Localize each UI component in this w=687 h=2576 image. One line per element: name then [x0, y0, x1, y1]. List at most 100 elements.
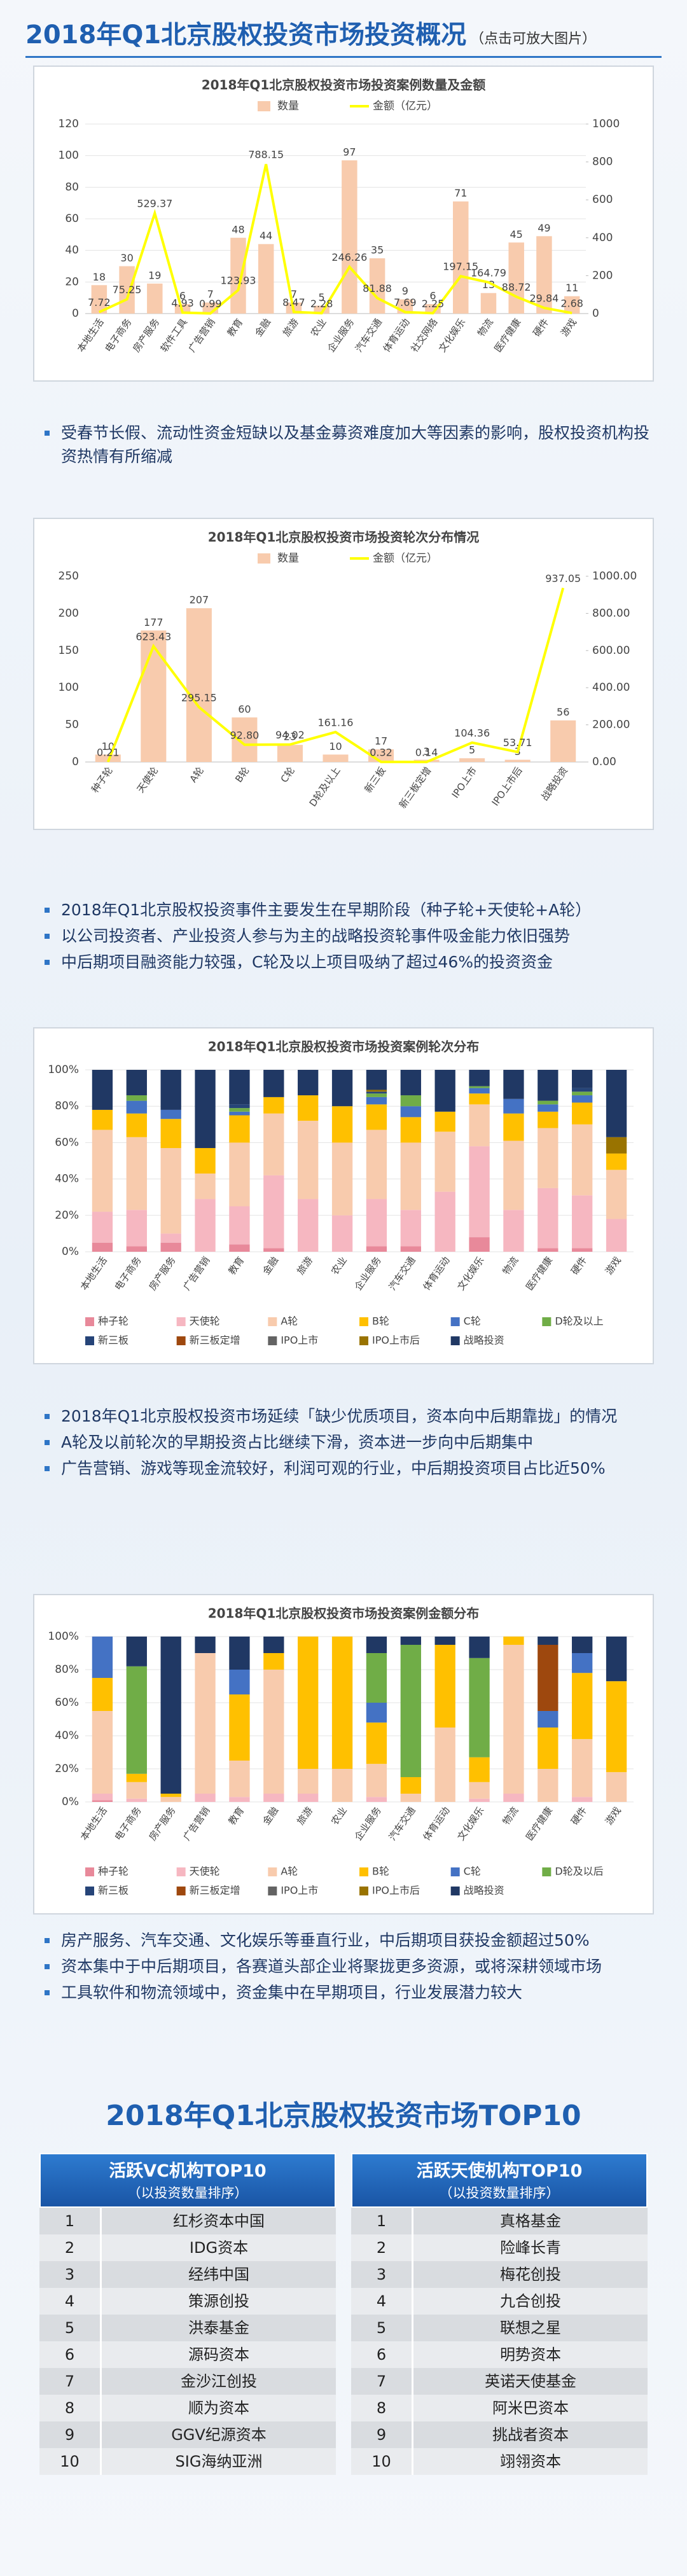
legend-label: 种子轮	[98, 1315, 128, 1327]
y-tick-label: 120	[59, 118, 79, 130]
x-tick-label: 游戏	[603, 1805, 623, 1827]
table-row: 10 SIG海纳亚洲	[39, 2448, 336, 2475]
legend-label: 战略投资	[464, 1885, 504, 1897]
chart: 2018年Q1北京股权投资市场投资轮次分布情况 0 50 100 150 200 250 0.…	[59, 530, 637, 811]
line-value-label: 937.05	[545, 572, 581, 585]
x-tick-label: 物流	[475, 317, 496, 339]
bar-segment	[572, 1070, 593, 1088]
y-tick-label: 60%	[55, 1136, 79, 1149]
bar-segment	[400, 1637, 421, 1645]
y2-tick-label: 400.00	[592, 681, 630, 694]
bar-segment	[503, 1210, 524, 1252]
bar-segment	[331, 1215, 353, 1252]
x-tick-label: 房产服务	[146, 1805, 177, 1843]
bar-segment	[160, 1797, 181, 1802]
bar-segment	[366, 1653, 387, 1703]
bullet-item: 2018年Q1北京股权投资事件主要发生在早期阶段（种子轮+天使轮+A轮）	[39, 898, 650, 922]
x-tick-label: 教育	[225, 317, 245, 339]
legend-label: 种子轮	[98, 1866, 128, 1878]
y2-tick-label: 800	[592, 156, 613, 169]
bullet-list: 受春节长假、流动性资金短缺以及基金募资难度加大等因素的影响，股权投资机构投资热情…	[39, 421, 650, 471]
table-row: 2 险峰长青	[351, 2234, 648, 2261]
legend-swatch	[450, 1317, 460, 1326]
bar-segment	[298, 1769, 319, 1794]
name-cell: 梅花创投	[500, 2266, 561, 2283]
y2-tick-label: 200.00	[592, 719, 630, 731]
chart-box: 2018年Q1北京股权投资市场投资案例轮次分布 0% 20% 40% 60% 80% 100…	[33, 1027, 654, 1364]
bar-segment	[92, 1678, 113, 1711]
line-value-label: 7.69	[394, 296, 417, 308]
bar-segment	[572, 1095, 593, 1103]
bullet-marker	[45, 1466, 50, 1471]
bar-value-label: 23	[284, 731, 296, 743]
bar-segment	[572, 1102, 593, 1125]
chart-title: 2018年Q1北京股权投资市场投资案例数量及金额	[202, 78, 486, 93]
name-cell: 红杉资本中国	[173, 2212, 265, 2230]
legend-swatch	[359, 1317, 368, 1326]
bar-segment	[331, 1142, 353, 1215]
legend-label: 新三板	[98, 1885, 128, 1897]
bullet-marker	[45, 934, 50, 939]
rank-cell: 1	[39, 2208, 102, 2234]
line-value-label: 92.80	[230, 729, 260, 741]
x-tick-label: 文化娱乐	[436, 317, 468, 354]
bar-segment	[298, 1794, 319, 1802]
bar-segment	[331, 1070, 353, 1107]
bar-segment	[400, 1210, 421, 1247]
bullet-marker	[45, 1990, 50, 1995]
legend-label: 数量	[277, 100, 299, 113]
rank-cell: 5	[351, 2315, 413, 2341]
bar-segment	[434, 1645, 455, 1728]
bar-segment	[92, 1242, 113, 1252]
bar-segment	[503, 1645, 524, 1794]
bar-value-label: 7	[207, 288, 214, 300]
y-tick-label: 0	[72, 756, 79, 768]
bullet-text: 2018年Q1北京股权投资市场延续「缺少优质项目，资本向中后期靠拢」的情况	[61, 1407, 618, 1425]
bar-segment	[229, 1797, 250, 1802]
chart-box: 2018年Q1北京股权投资市场投资案例数量及金额 0 20 40 60 80 100 120 0…	[33, 66, 654, 382]
bar-value-label: 35	[371, 244, 384, 256]
bar-segment	[229, 1637, 250, 1670]
bar-segment	[469, 1658, 490, 1757]
section-note[interactable]: （点击可放大图片）	[470, 31, 597, 47]
bullet-item: 广告营销、游戏等现金流较好，利润可观的行业，中后期投资项目占比近50%	[39, 1457, 650, 1480]
bar-value-label: 49	[538, 222, 550, 234]
bar-segment	[366, 1090, 387, 1092]
x-tick-label: 农业	[329, 1805, 349, 1827]
x-tick-label: 文化娱乐	[455, 1255, 486, 1292]
table-row: 8 阿米巴资本	[351, 2395, 648, 2421]
rank-cell: 10	[39, 2448, 102, 2475]
table-row: 5 联想之星	[351, 2315, 648, 2341]
bar-segment	[263, 1794, 284, 1802]
line-value-label: 94.02	[275, 729, 305, 741]
bar-segment	[126, 1113, 147, 1137]
x-tick-label: 体育运动	[420, 1805, 452, 1843]
bar-segment	[572, 1248, 593, 1252]
x-tick-label: 本地生活	[78, 1255, 109, 1292]
name-cell: GGV纪源资本	[171, 2426, 267, 2444]
x-tick-label: 教育	[226, 1805, 246, 1827]
x-tick-label: 游戏	[559, 317, 579, 339]
bar-segment	[195, 1070, 216, 1148]
bar-value-label: 48	[232, 223, 244, 235]
x-tick-label: 天使轮	[135, 765, 161, 795]
ranking-table: 活跃天使机构TOP10 （以投资数量排序） 1 真格基金 2 险峰长青 3 梅花创投 4 九合创投…	[351, 2153, 648, 2475]
bar-segment	[366, 1246, 387, 1252]
bar-segment	[195, 1199, 216, 1252]
name-cell: 经纬中国	[188, 2266, 249, 2283]
bar-segment	[160, 1070, 181, 1110]
bar-segment	[538, 1711, 559, 1728]
bar-segment	[572, 1195, 593, 1249]
line-value-label: 2.28	[310, 298, 333, 310]
bar-value-label: 3	[423, 745, 429, 758]
bar-segment	[469, 1104, 490, 1147]
bar-segment	[469, 1237, 490, 1252]
bullet-marker	[45, 431, 50, 436]
bar-segment	[434, 1070, 455, 1112]
bar-value-label: 60	[238, 703, 251, 715]
bar-segment	[92, 1794, 113, 1801]
bar-value-label: 5	[469, 744, 475, 756]
x-tick-label: 游戏	[603, 1255, 623, 1277]
bar-segment	[366, 1091, 387, 1094]
